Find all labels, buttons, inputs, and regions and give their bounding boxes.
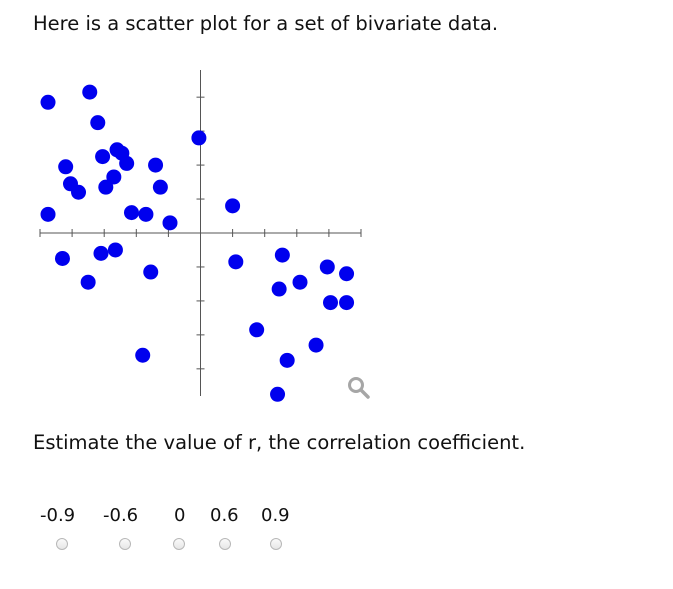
radio-0-9[interactable]: [270, 538, 282, 550]
data-point: [82, 84, 98, 100]
data-point: [95, 149, 111, 165]
data-point: [339, 295, 355, 311]
data-point: [98, 179, 114, 195]
data-point: [93, 245, 109, 261]
data-point: [292, 274, 308, 290]
option-label-neg-0-9: -0.9: [40, 505, 76, 526]
data-point: [323, 295, 339, 311]
data-point: [143, 264, 159, 280]
data-point: [40, 206, 56, 222]
data-point: [138, 206, 154, 222]
data-point: [225, 198, 241, 214]
data-point: [274, 247, 290, 263]
data-point: [319, 259, 335, 275]
data-point: [119, 155, 135, 171]
option-label-neg-0-6: -0.6: [103, 505, 139, 526]
data-point: [308, 337, 324, 353]
option-label-0-6: 0.6: [210, 505, 239, 526]
scatter-plot: [39, 70, 362, 402]
option-label-0-9: 0.9: [261, 505, 290, 526]
data-points: [40, 84, 355, 402]
plot-axes: [39, 70, 362, 396]
estimate-prompt: Estimate the value of r, the correlation…: [33, 431, 526, 454]
data-point: [90, 115, 106, 131]
question-text: Here is a scatter plot for a set of biva…: [33, 12, 499, 35]
data-point: [271, 281, 287, 297]
radio-0[interactable]: [173, 538, 185, 550]
radio-neg-0-6[interactable]: [119, 538, 131, 550]
data-point: [148, 157, 164, 173]
data-point: [106, 169, 122, 185]
magnifier-icon[interactable]: [344, 373, 374, 403]
data-point: [40, 94, 56, 110]
data-point: [339, 266, 355, 282]
data-point: [123, 205, 139, 221]
data-point: [162, 215, 178, 231]
data-point: [270, 386, 286, 402]
data-point: [58, 159, 74, 175]
option-label-0: 0: [174, 505, 186, 526]
data-point: [135, 347, 151, 363]
data-point: [71, 184, 87, 200]
data-point: [54, 250, 70, 266]
radio-neg-0-9[interactable]: [56, 538, 68, 550]
data-point: [249, 322, 265, 338]
data-point: [152, 179, 168, 195]
radio-0-6[interactable]: [219, 538, 231, 550]
data-point: [107, 242, 123, 258]
data-point: [228, 254, 244, 270]
data-point: [80, 274, 96, 290]
data-point: [279, 352, 295, 368]
data-point: [191, 130, 207, 146]
